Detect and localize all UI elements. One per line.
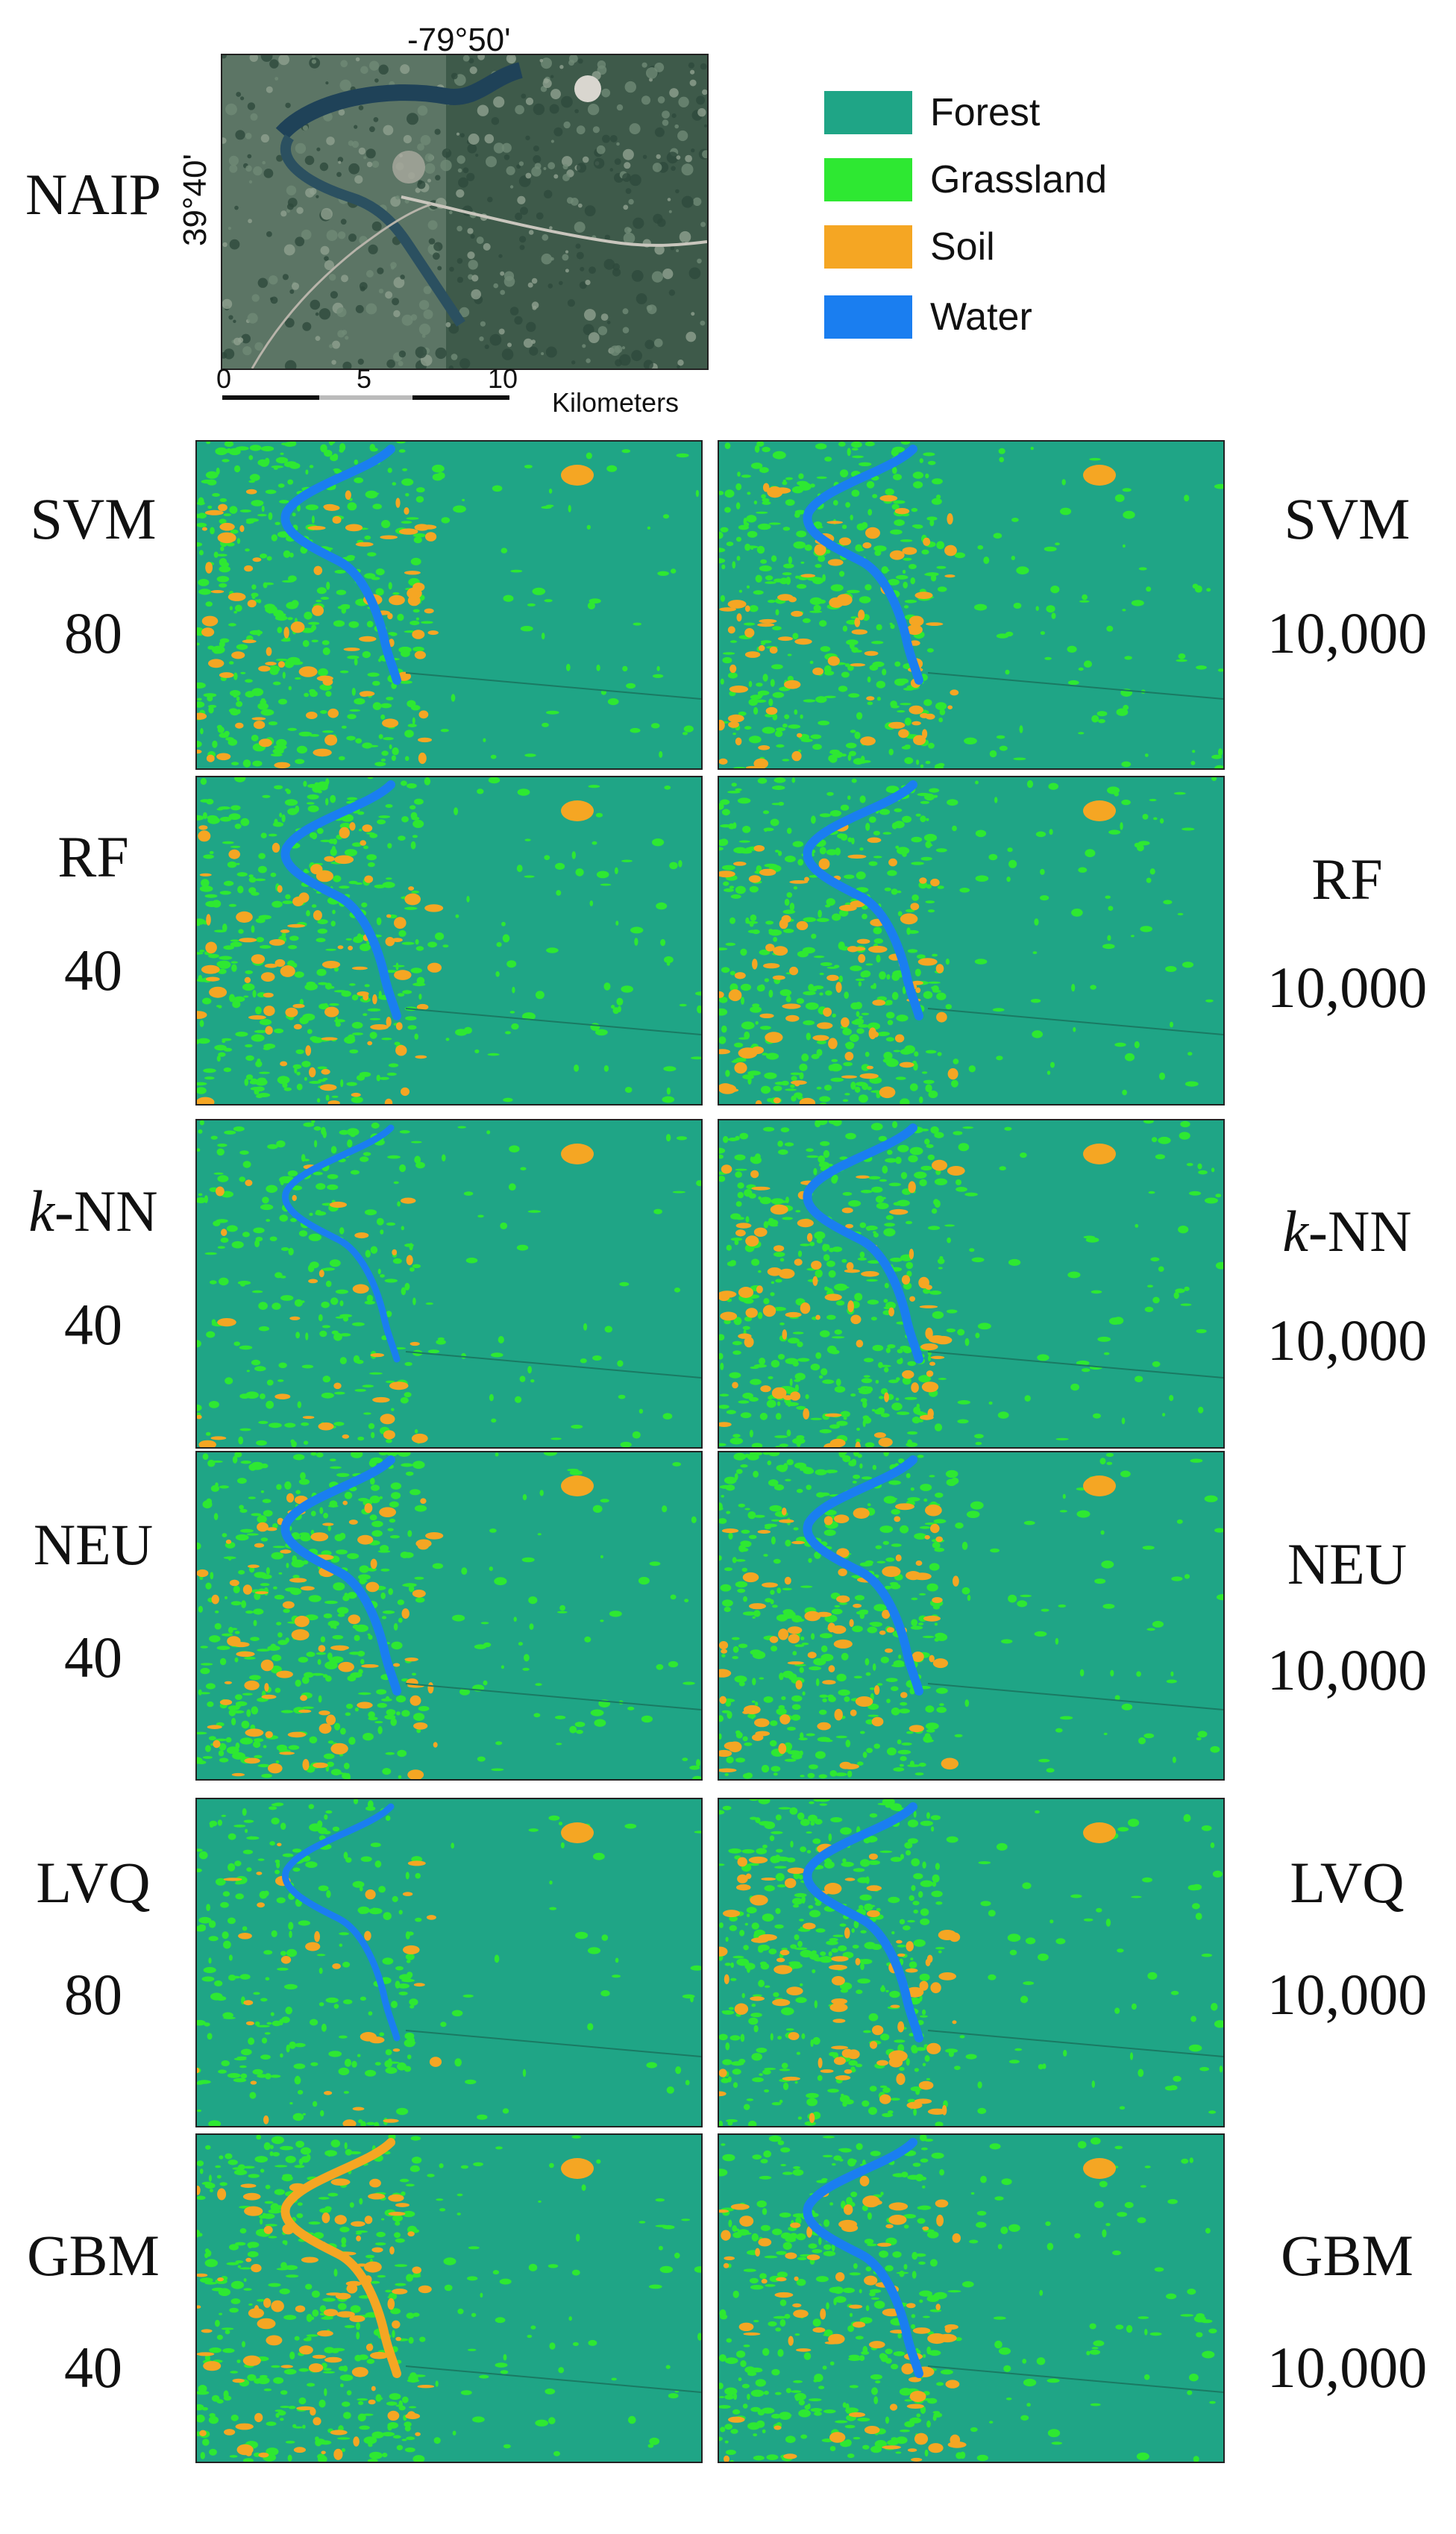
row-knn-method-left: k-NN <box>28 1179 158 1244</box>
scale-unit: Kilometers <box>552 387 680 418</box>
naip-aerial-image <box>220 50 711 372</box>
latitude-label: 39°40' <box>177 154 213 246</box>
scale-tick-0: 0 <box>216 363 232 394</box>
forest-swatch <box>824 91 912 134</box>
row-rf-size-left: 40 <box>64 938 122 1003</box>
legend-grassland-label: Grassland <box>930 158 1107 201</box>
longitude-label: -79°50' <box>407 22 511 58</box>
row-lvq-size-left: 80 <box>64 1962 122 2027</box>
row-svm-size-left: 80 <box>64 600 122 665</box>
scale-tick-10: 10 <box>488 363 518 394</box>
row-lvq-method-left: LVQ <box>36 1850 151 1915</box>
knn-method: NN <box>1327 1199 1412 1264</box>
row-knn-size-left: 40 <box>64 1292 122 1357</box>
scale-bar <box>222 395 509 406</box>
knn-prefix: k <box>1282 1199 1308 1264</box>
naip-label: NAIP <box>25 162 161 227</box>
row-svm-method-left: SVM <box>30 486 157 551</box>
map-lvq-80 <box>195 1798 703 2127</box>
row-knn-method-right: k-NN <box>1282 1199 1412 1264</box>
row-gbm-size-right: 10,000 <box>1267 2335 1428 2400</box>
map-gbm-10000 <box>718 2133 1225 2463</box>
row-rf-size-right: 10,000 <box>1267 955 1428 1020</box>
row-neu-size-left: 40 <box>64 1625 122 1690</box>
map-lvq-10000 <box>718 1798 1225 2127</box>
row-lvq-size-right: 10,000 <box>1267 1962 1428 2027</box>
legend-soil-label: Soil <box>930 225 995 269</box>
row-neu-size-right: 10,000 <box>1267 1637 1428 1702</box>
map-svm-80 <box>195 440 703 770</box>
row-gbm-method-left: GBM <box>27 2223 160 2288</box>
soil-swatch <box>824 225 912 269</box>
row-neu-method-right: NEU <box>1287 1531 1408 1596</box>
map-neu-10000 <box>718 1451 1225 1781</box>
row-gbm-method-right: GBM <box>1281 2223 1413 2288</box>
legend-water-label: Water <box>930 295 1032 339</box>
map-knn-10000 <box>718 1119 1225 1449</box>
knn-prefix: k <box>28 1179 54 1244</box>
map-rf-10000 <box>718 776 1225 1106</box>
map-rf-40 <box>195 776 703 1106</box>
map-gbm-40 <box>195 2133 703 2463</box>
row-knn-size-right: 10,000 <box>1267 1308 1428 1373</box>
knn-method: NN <box>73 1179 158 1244</box>
legend-forest-label: Forest <box>930 91 1041 134</box>
scale-tick-5: 5 <box>357 363 372 394</box>
row-rf-method-left: RF <box>57 824 129 889</box>
grassland-swatch <box>824 158 912 201</box>
row-gbm-size-left: 40 <box>64 2335 122 2400</box>
water-swatch <box>824 295 912 339</box>
row-rf-method-right: RF <box>1311 847 1383 912</box>
row-svm-method-right: SVM <box>1284 486 1410 551</box>
map-svm-10000 <box>718 440 1225 770</box>
row-lvq-method-right: LVQ <box>1290 1850 1405 1915</box>
row-svm-size-right: 10,000 <box>1267 600 1428 665</box>
map-knn-40 <box>195 1119 703 1449</box>
row-neu-method-left: NEU <box>33 1512 154 1577</box>
map-neu-40 <box>195 1451 703 1781</box>
